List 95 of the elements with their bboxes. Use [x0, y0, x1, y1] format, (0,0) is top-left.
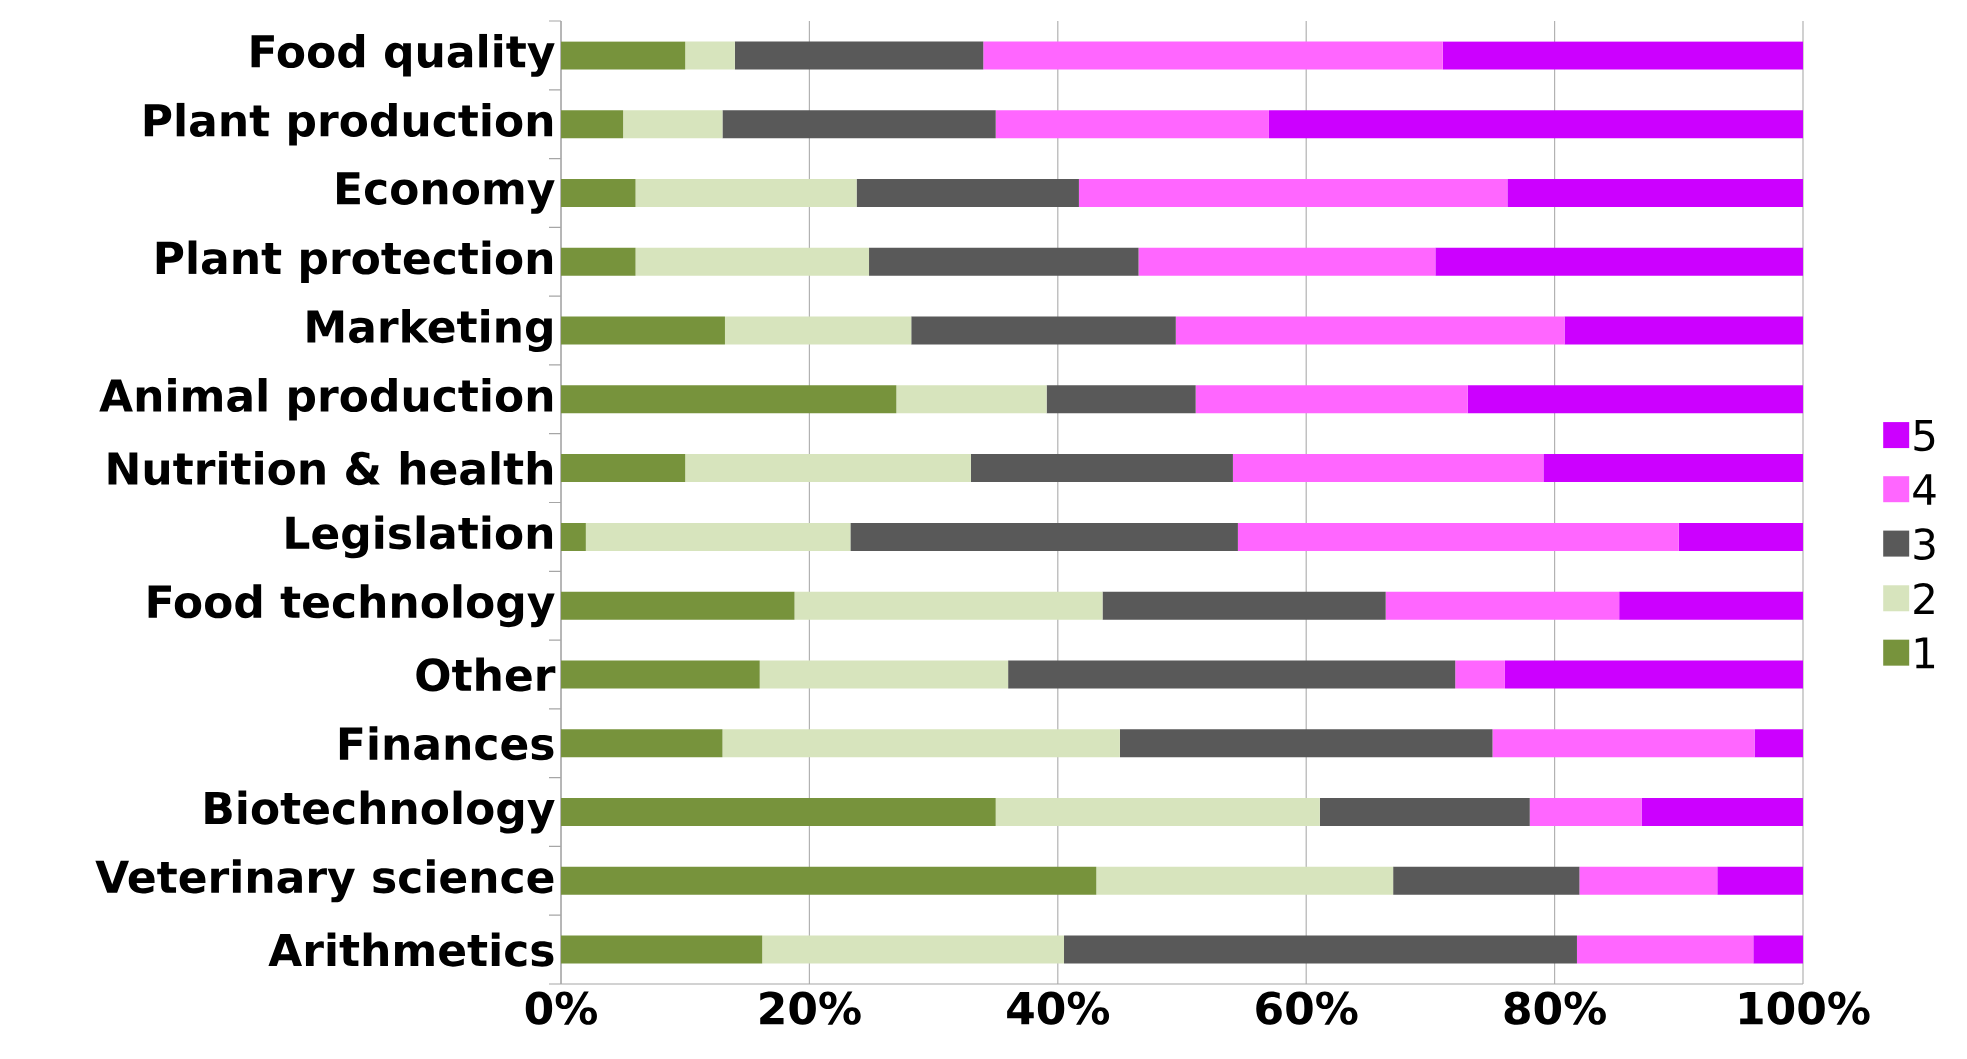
bar: [561, 935, 763, 964]
legend-label: 2: [1914, 582, 1934, 615]
bar: [1467, 385, 1803, 414]
y-tick-label: Economy: [337, 172, 555, 214]
bar: [896, 385, 1047, 414]
bar: [1008, 660, 1456, 689]
x-tick-label: 40%: [1007, 991, 1110, 1025]
bar: [1393, 866, 1580, 895]
bar: [983, 41, 1443, 70]
y-tick-label: Biotechnology: [205, 790, 555, 834]
bar: [635, 247, 870, 276]
bar: [724, 316, 912, 345]
bar: [561, 247, 636, 276]
bar: [1576, 935, 1754, 964]
y-tick-label: Marketing: [307, 309, 552, 352]
bar: [1064, 935, 1577, 964]
x-tick-label: 20%: [760, 991, 861, 1025]
x-tick-label: 100%: [1739, 991, 1870, 1025]
bar: [1564, 316, 1803, 345]
bar: [561, 178, 636, 207]
bar: [856, 178, 1079, 207]
y-tick-label: Plant production: [144, 102, 553, 146]
bar: [911, 316, 1176, 345]
y-tick-label: Nutrition & health: [108, 451, 553, 486]
bar: [1138, 247, 1436, 276]
legend-label: 4: [1913, 474, 1936, 505]
bar: [1753, 935, 1803, 964]
bar: [1641, 798, 1803, 827]
bar: [561, 454, 686, 483]
bar: [1507, 178, 1803, 207]
bar: [1385, 591, 1620, 620]
y-tick-label: Legislation: [286, 515, 553, 559]
bar: [1237, 522, 1679, 551]
bar: [995, 798, 1320, 827]
y-tick-label: Food quality: [251, 33, 555, 77]
bar: [1175, 316, 1565, 345]
bar: [635, 178, 857, 207]
bar: [1232, 454, 1544, 483]
bar: [561, 729, 723, 758]
y-tick-label: Arithmetics: [268, 932, 554, 967]
bar: [1268, 110, 1803, 139]
y-tick-label: Food technology: [148, 584, 555, 628]
y-tick-label: Veterinary science: [95, 859, 554, 903]
bar: [1504, 660, 1803, 689]
bar: [685, 41, 735, 70]
y-tick-label: Other: [416, 657, 556, 692]
bar: [1442, 41, 1803, 70]
bar: [759, 660, 1009, 689]
bar: [561, 798, 996, 827]
bar: [561, 660, 760, 689]
bar: [623, 110, 723, 139]
bar: [685, 454, 971, 483]
y-tick-label: Finances: [339, 726, 554, 761]
bar: [561, 316, 725, 345]
bar: [1119, 729, 1493, 758]
bar: [1435, 247, 1803, 276]
bar: [1529, 798, 1642, 827]
bar: [561, 522, 586, 551]
y-tick-label: Animal production: [99, 378, 553, 421]
bar: [1619, 591, 1803, 620]
bar: [561, 866, 1097, 895]
legend-label: 3: [1914, 528, 1935, 561]
bar: [1543, 454, 1803, 483]
bar: [1046, 385, 1196, 414]
x-tick-label: 60%: [1256, 991, 1358, 1025]
x-tick-label: 80%: [1504, 991, 1606, 1025]
bar: [1195, 385, 1468, 414]
bar: [1754, 729, 1803, 758]
bar: [734, 41, 984, 70]
y-tick-label: Plant protection: [156, 240, 553, 284]
bar: [1096, 866, 1394, 895]
bar: [995, 110, 1269, 139]
bar: [585, 522, 851, 551]
bar: [561, 591, 795, 620]
bar: [561, 110, 624, 139]
bar: [1102, 591, 1386, 620]
bar: [1717, 866, 1803, 895]
bar: [970, 454, 1233, 483]
bar: [1319, 798, 1530, 827]
bar: [1078, 178, 1508, 207]
bar: [561, 41, 686, 70]
bar: [1455, 660, 1505, 689]
bar: [850, 522, 1238, 551]
bar: [561, 385, 897, 414]
legend-label: 1: [1915, 637, 1935, 669]
x-tick-label: 0%: [525, 991, 597, 1025]
bar: [762, 935, 1065, 964]
bar: [1492, 729, 1755, 758]
bar: [722, 110, 996, 139]
bar: [722, 729, 1120, 758]
bar: [869, 247, 1139, 276]
legend-label: 5: [1914, 420, 1935, 452]
bar: [1678, 522, 1803, 551]
bar: [794, 591, 1103, 620]
bar: [1579, 866, 1718, 895]
